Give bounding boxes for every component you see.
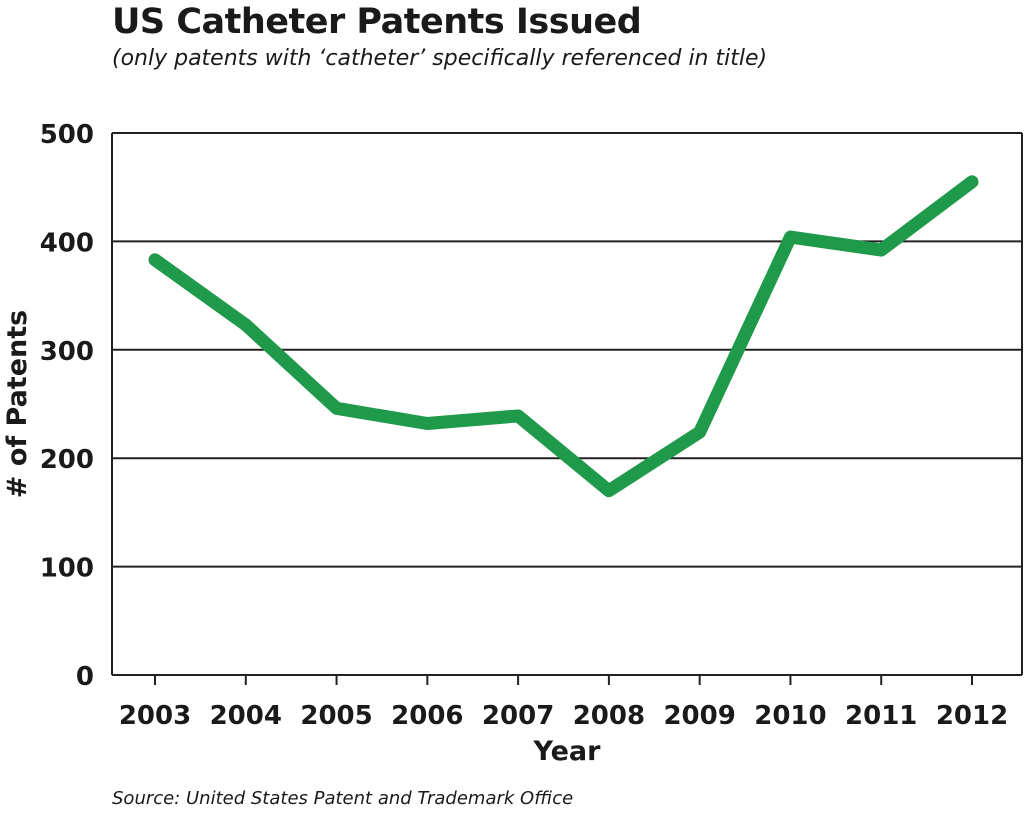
source-note: Source: United States Patent and Tradema…: [112, 788, 573, 809]
x-tick-label: 2010: [754, 701, 826, 731]
x-tick-label: 2003: [119, 701, 191, 731]
y-tick-label: 200: [40, 445, 94, 475]
series-line: [155, 182, 972, 491]
y-tick-label: 100: [40, 554, 94, 584]
x-tick-label: 2007: [482, 701, 554, 731]
x-tick-label: 2008: [573, 701, 645, 731]
x-tick-label: 2011: [845, 701, 917, 731]
y-tick-label: 0: [76, 662, 94, 692]
y-tick-label: 500: [40, 120, 94, 150]
y-tick-label: 300: [40, 337, 94, 367]
x-tick-label: 2004: [210, 701, 282, 731]
x-tick-label: 2009: [663, 701, 735, 731]
x-tick-label: 2006: [391, 701, 463, 731]
x-axis-label: Year: [533, 736, 602, 767]
x-tick-label: 2012: [936, 701, 1008, 731]
y-axis-label: # of Patents: [2, 310, 33, 498]
x-tick-label: 2005: [300, 701, 372, 731]
y-tick-label: 400: [40, 228, 94, 258]
